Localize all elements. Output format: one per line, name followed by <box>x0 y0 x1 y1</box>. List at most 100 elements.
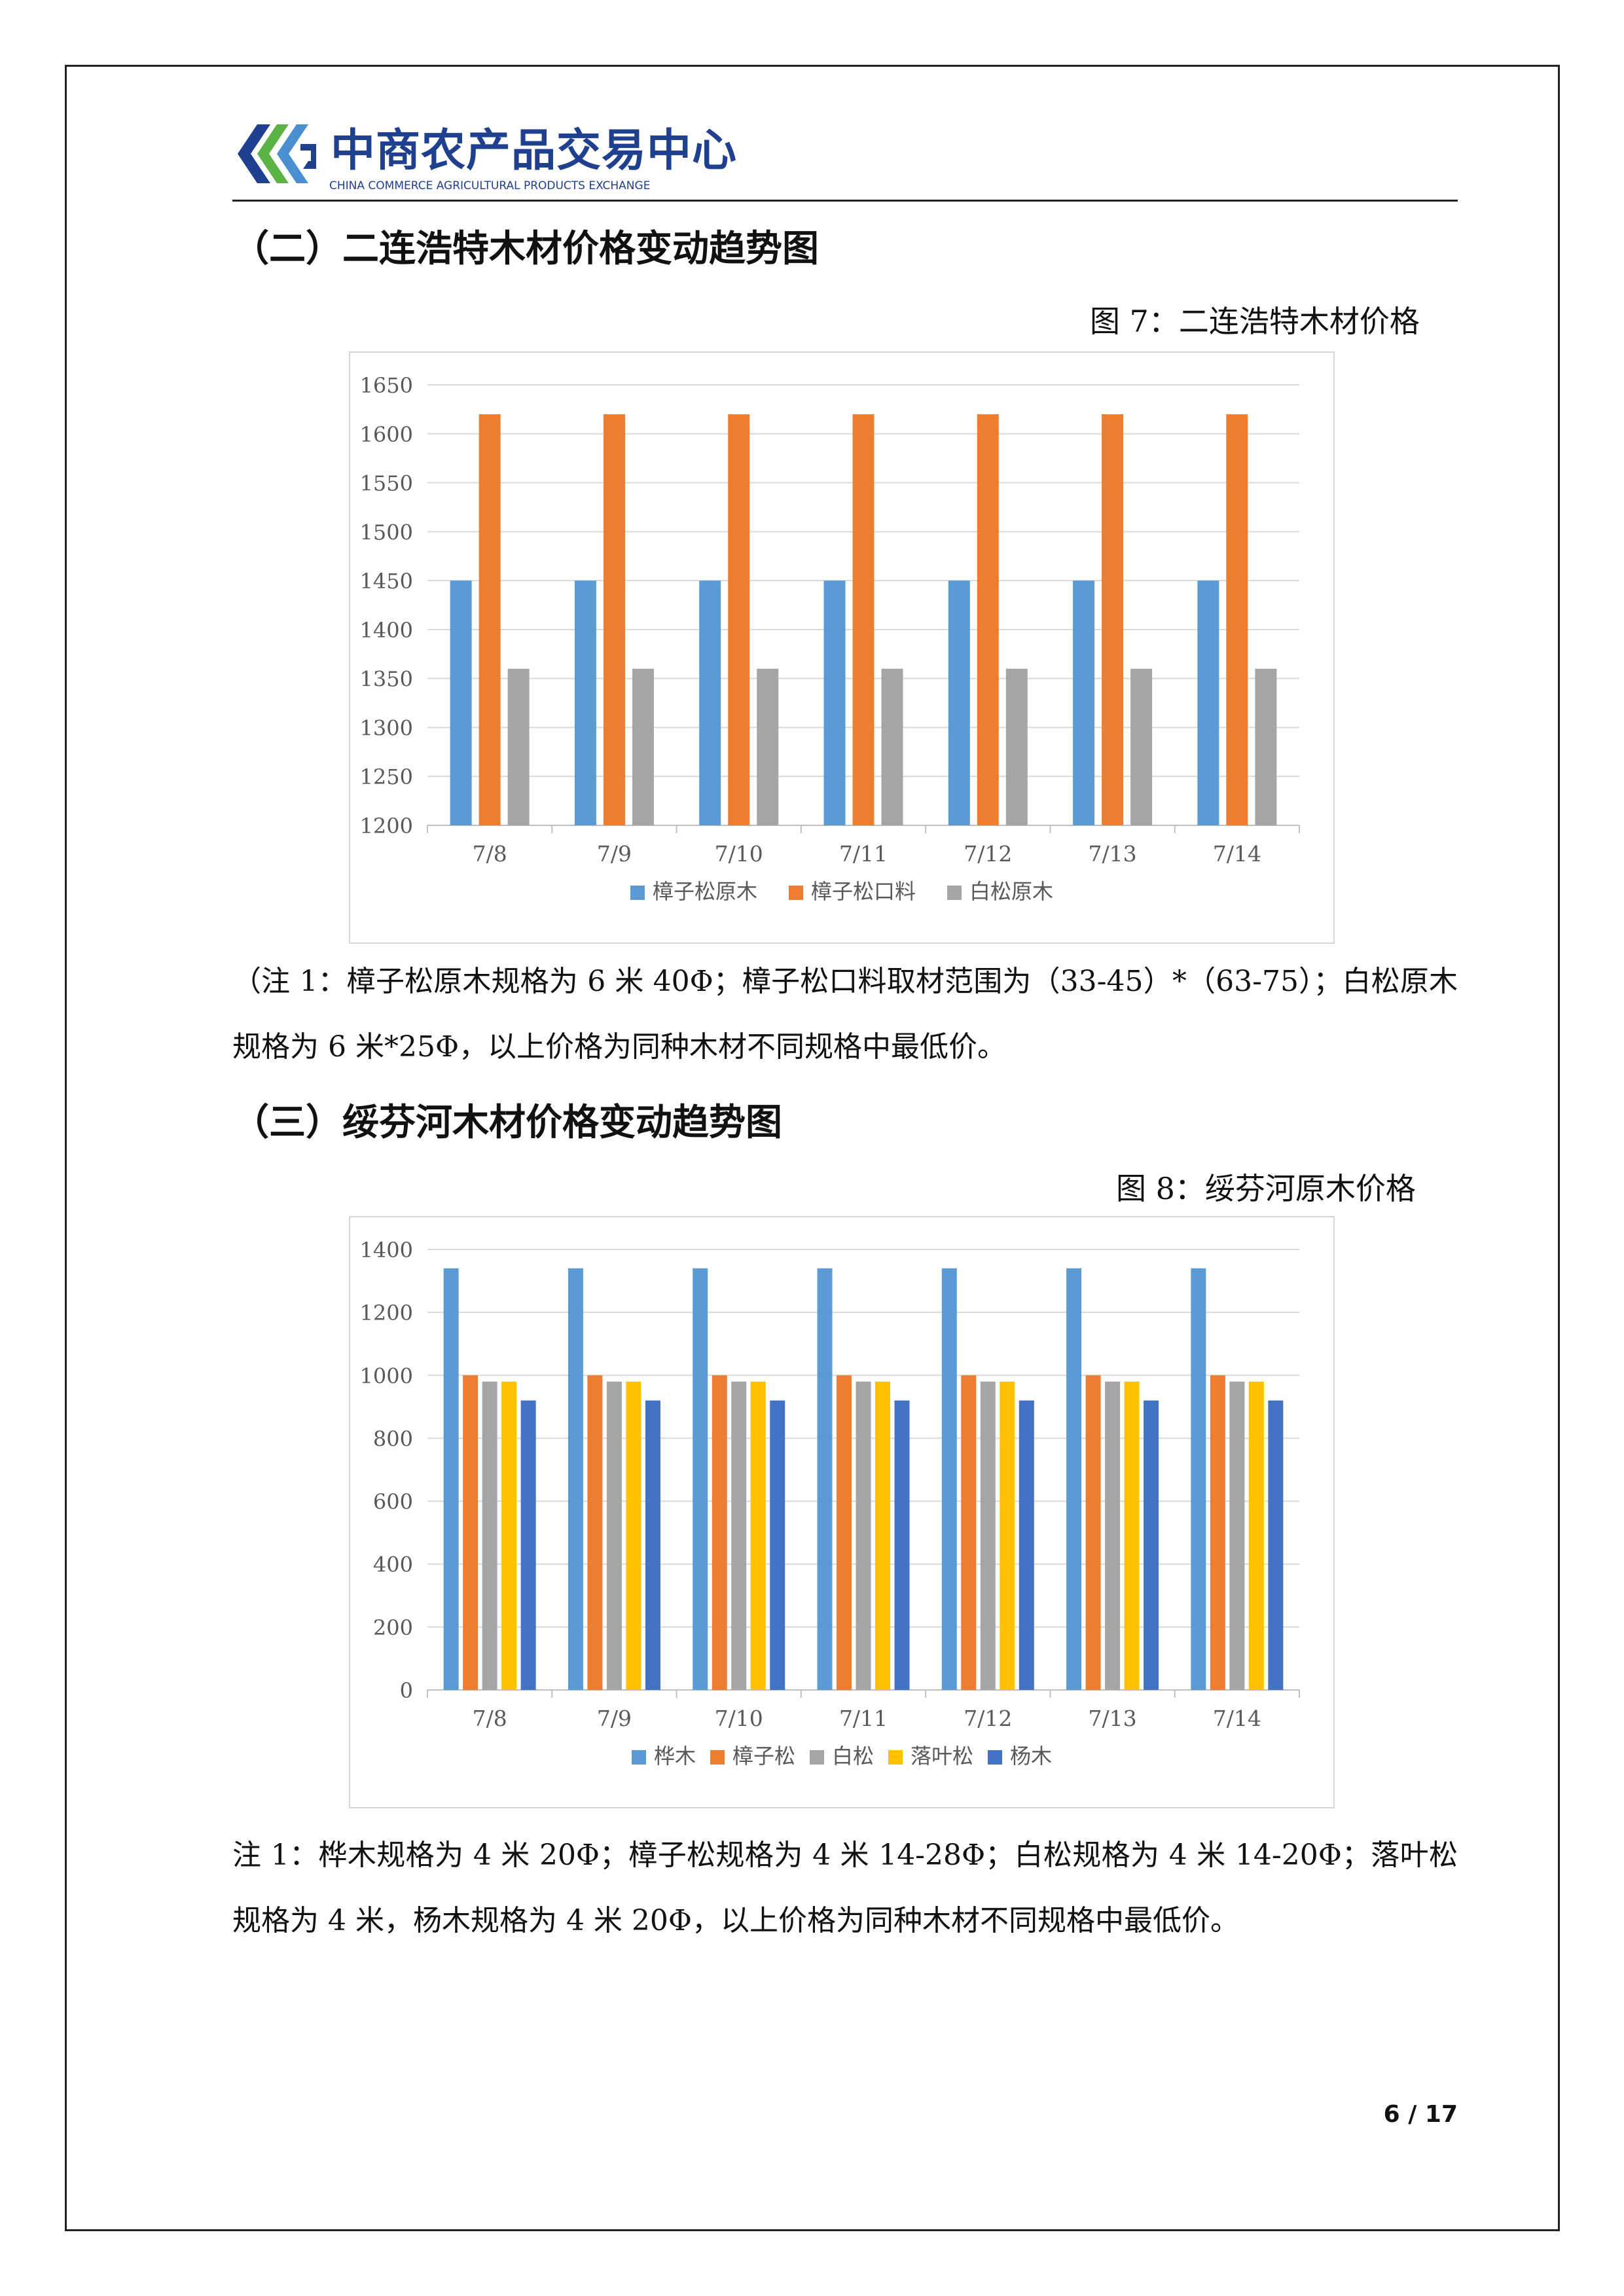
bar <box>1197 581 1219 825</box>
bar <box>520 1400 536 1690</box>
bar <box>875 1381 890 1690</box>
bar <box>699 581 721 825</box>
bar <box>482 1381 497 1690</box>
bar <box>728 414 750 825</box>
note: （注 1：樟子松原木规格为 6 米 40Φ；樟子松口料取材范围为（33-45）*… <box>232 965 1458 1064</box>
legend-swatch <box>710 1750 725 1765</box>
bar <box>1229 1381 1245 1690</box>
y-tick-label: 1450 <box>360 569 413 594</box>
legend-label: 落叶松 <box>911 1744 973 1768</box>
x-tick-label: 7/8 <box>473 841 507 867</box>
page-number: 6 / 17 <box>1383 2101 1458 2128</box>
bar <box>961 1375 977 1690</box>
bar <box>1255 668 1277 825</box>
bar <box>1248 1381 1264 1690</box>
legend-swatch <box>632 1750 646 1765</box>
x-tick-label: 7/10 <box>715 1706 763 1731</box>
x-tick-label: 7/10 <box>715 841 763 867</box>
y-tick-label: 1500 <box>360 520 413 545</box>
x-tick-label: 7/12 <box>964 841 1012 867</box>
y-tick-label: 1650 <box>360 373 413 398</box>
bar <box>1005 668 1028 825</box>
x-tick-label: 7/13 <box>1089 841 1137 867</box>
bar <box>770 1400 785 1690</box>
x-tick-label: 7/12 <box>964 1706 1012 1731</box>
logo-mark-icon <box>238 124 316 183</box>
y-tick-label: 400 <box>373 1552 413 1577</box>
bar <box>750 1381 766 1690</box>
bar <box>1144 1400 1159 1690</box>
legend-swatch <box>947 886 962 900</box>
section-title: （二）二连浩特木材价格变动趋势图 <box>232 228 819 270</box>
y-tick-label: 1400 <box>360 618 413 643</box>
legend-swatch <box>988 1750 1002 1765</box>
y-tick-label: 1200 <box>360 1300 413 1325</box>
bar <box>856 1381 871 1690</box>
legend-label: 樟子松原木 <box>653 879 757 904</box>
y-tick-label: 1200 <box>360 814 413 838</box>
note: 注 1：桦木规格为 4 米 20Φ；樟子松规格为 4 米 14-28Φ；白松规格… <box>232 1839 1458 1937</box>
bar <box>626 1381 641 1690</box>
bar <box>574 581 596 825</box>
chart-svg: 0 200 400 600 800 1000 1200 1400 7/8 7/9 7/10 7/11 7… <box>360 1238 1300 1768</box>
y-tick-label: 600 <box>373 1490 413 1515</box>
x-tick-label: 7/9 <box>597 841 632 867</box>
bar <box>443 1268 459 1690</box>
y-tick-label: 1250 <box>360 764 413 789</box>
x-tick-label: 7/11 <box>839 1706 888 1731</box>
y-tick-label: 1600 <box>360 422 413 447</box>
legend-swatch <box>630 886 645 900</box>
bar <box>881 668 903 825</box>
bar <box>587 1375 603 1690</box>
bar <box>1085 1375 1101 1690</box>
x-tick-label: 7/8 <box>473 1706 507 1731</box>
figure-caption: 图 8：绥芬河原木价格 <box>1116 1171 1416 1206</box>
legend-label: 桦木 <box>654 1744 696 1768</box>
legend-label: 白松原木 <box>969 879 1053 904</box>
figure-caption: 图 7：二连浩特木材价格 <box>1090 304 1420 339</box>
bar <box>1210 1375 1225 1690</box>
bar <box>1191 1268 1206 1690</box>
x-tick-label: 7/14 <box>1213 1706 1261 1731</box>
header-rule <box>232 200 1458 202</box>
bar <box>1226 414 1248 825</box>
bar <box>941 1268 957 1690</box>
x-tick-label: 7/9 <box>597 1706 632 1731</box>
bar <box>731 1381 747 1690</box>
bar <box>852 414 875 825</box>
legend-swatch <box>888 1750 903 1765</box>
legend-label: 杨木 <box>1010 1744 1052 1768</box>
y-tick-label: 1400 <box>360 1238 413 1263</box>
bar <box>823 581 846 825</box>
bar <box>606 1381 622 1690</box>
chart-svg: 1200 1250 1300 1350 1400 1450 1500 1550 1600 1650… <box>360 373 1300 904</box>
page-border <box>65 65 1560 2231</box>
bar <box>817 1268 833 1690</box>
logo: 中商农产品交易中心 CHINA COMMERCE AGRICULTURAL PR… <box>232 111 736 203</box>
bar <box>894 1400 910 1690</box>
bar <box>568 1268 583 1690</box>
y-tick-label: 800 <box>373 1426 413 1451</box>
bar <box>1000 1381 1015 1690</box>
bar <box>1268 1400 1284 1690</box>
bar <box>948 581 970 825</box>
bar <box>1073 581 1095 825</box>
y-tick-label: 200 <box>373 1615 413 1640</box>
section-title: （三）绥芬河木材价格变动趋势图 <box>232 1102 782 1144</box>
bar <box>507 668 530 825</box>
bar <box>712 1375 727 1690</box>
chart-suifenhe-log: 0 200 400 600 800 1000 1200 1400 7/8 7/9 7/10 7/11 7… <box>349 1216 1335 1808</box>
chart-erlianhaote-timber: 1200 1250 1300 1350 1400 1450 1500 1550 1600 1650… <box>349 351 1335 944</box>
bar <box>980 1381 996 1690</box>
bar <box>450 581 472 825</box>
y-tick-label: 1300 <box>360 715 413 740</box>
legend-swatch <box>789 886 803 900</box>
bar <box>645 1400 660 1690</box>
logo-english-name: CHINA COMMERCE AGRICULTURAL PRODUCTS EXC… <box>329 179 651 192</box>
bar <box>977 414 999 825</box>
bar <box>501 1381 517 1690</box>
bar <box>1066 1268 1082 1690</box>
y-tick-label: 1350 <box>360 667 413 692</box>
bar <box>1124 1381 1140 1690</box>
bar <box>463 1375 478 1690</box>
